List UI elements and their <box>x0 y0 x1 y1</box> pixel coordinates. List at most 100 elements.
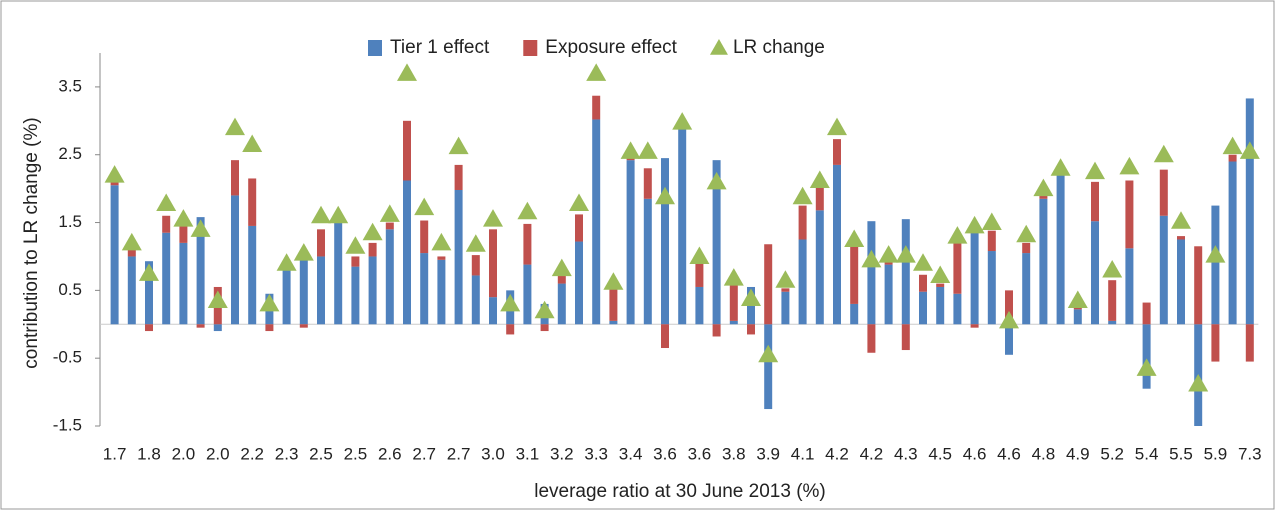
bar <box>420 253 429 325</box>
bar <box>1125 248 1134 325</box>
x-tick-label: 2.0 <box>206 444 230 463</box>
marker <box>293 243 314 261</box>
y-tick-label: -0.5 <box>53 348 82 367</box>
x-tick-label: 3.4 <box>619 444 643 463</box>
bar <box>454 189 463 325</box>
marker <box>1050 158 1071 176</box>
marker <box>379 204 400 222</box>
marker <box>1153 144 1174 163</box>
x-tick-label: 5.4 <box>1135 444 1159 463</box>
bar <box>1039 198 1048 325</box>
x-tick-label: 3.2 <box>550 444 574 463</box>
bar <box>368 242 377 257</box>
y-tick-label: 1.5 <box>58 212 82 231</box>
x-tick-label: 3.1 <box>516 444 540 463</box>
marker <box>104 165 125 183</box>
bar <box>454 164 463 190</box>
marker <box>242 134 263 153</box>
x-tick-label: 4.2 <box>860 444 884 463</box>
bar <box>764 324 773 410</box>
x-tick-label: 4.9 <box>1066 444 1090 463</box>
legend-marker <box>709 39 728 55</box>
marker <box>190 219 211 237</box>
bar <box>179 225 188 243</box>
x-tick-label: 2.6 <box>378 444 402 463</box>
x-tick-label: 4.6 <box>997 444 1021 463</box>
bar <box>1228 161 1237 325</box>
y-tick-label: 0.5 <box>58 280 82 299</box>
bar <box>626 160 635 325</box>
bar <box>867 324 876 353</box>
bar <box>661 324 669 349</box>
bar <box>695 263 704 287</box>
bar <box>162 215 171 233</box>
bar <box>1125 180 1134 249</box>
marker <box>741 288 761 307</box>
y-tick-label: -1.5 <box>53 415 82 434</box>
bar <box>162 232 171 325</box>
legend-swatch <box>523 40 538 56</box>
marker <box>414 197 435 216</box>
bar <box>592 119 601 325</box>
marker <box>483 209 503 227</box>
bar <box>987 251 996 325</box>
bar <box>815 186 824 211</box>
bar <box>1177 236 1185 240</box>
marker <box>173 209 194 227</box>
marker <box>431 232 452 251</box>
marker <box>637 141 658 159</box>
bar <box>1228 154 1237 162</box>
bar <box>815 210 824 325</box>
marker <box>586 63 607 81</box>
bar <box>231 195 239 325</box>
bar <box>351 266 360 325</box>
bar <box>901 324 910 351</box>
bar <box>764 244 773 325</box>
bar <box>1005 324 1013 355</box>
bar <box>781 288 790 292</box>
marker <box>569 193 589 212</box>
bar <box>850 303 859 325</box>
bar <box>729 320 738 325</box>
bar <box>471 275 480 325</box>
x-tick-label: 2.0 <box>172 444 196 463</box>
marker <box>895 245 916 263</box>
marker <box>981 212 1002 231</box>
bar <box>299 253 308 325</box>
bar <box>798 239 807 325</box>
marker <box>1102 260 1123 278</box>
bar <box>575 214 583 242</box>
marker <box>328 205 349 224</box>
bar <box>248 225 257 325</box>
marker <box>448 136 469 155</box>
marker <box>792 186 813 205</box>
bar <box>437 259 446 325</box>
x-tick-label: 3.8 <box>722 444 746 463</box>
marker <box>809 170 830 188</box>
bar <box>145 324 153 332</box>
bar <box>833 139 841 165</box>
bar <box>540 324 549 332</box>
legend-label: Exposure effect <box>545 37 677 58</box>
x-tick-label: 1.8 <box>137 444 161 463</box>
x-tick-label: 2.7 <box>412 444 436 463</box>
marker <box>947 226 968 244</box>
marker <box>362 222 383 241</box>
marker <box>723 268 744 286</box>
marker <box>827 117 847 136</box>
marker <box>930 265 951 283</box>
marker <box>311 205 331 224</box>
bar <box>953 293 962 325</box>
bar <box>970 324 979 328</box>
bar <box>1245 98 1254 325</box>
bar <box>747 324 755 335</box>
x-axis-title: leverage ratio at 30 June 2013 (%) <box>534 481 826 502</box>
marker <box>620 141 641 159</box>
bar <box>781 291 790 325</box>
bar <box>1194 246 1203 325</box>
bar <box>523 264 532 325</box>
marker <box>999 310 1019 329</box>
marker <box>551 258 572 277</box>
